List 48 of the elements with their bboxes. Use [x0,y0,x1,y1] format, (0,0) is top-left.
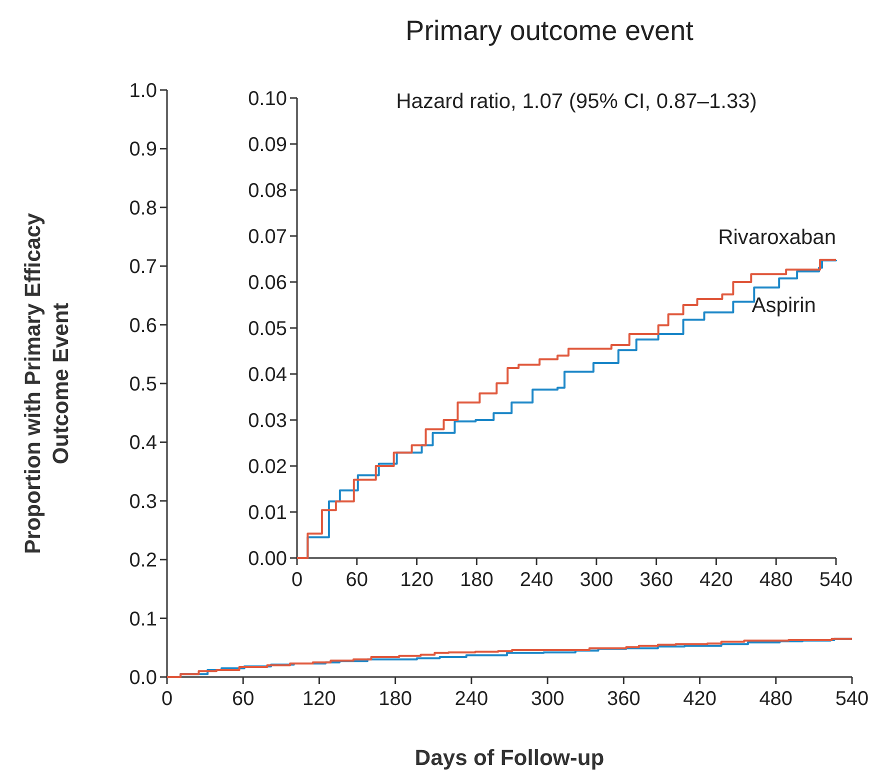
x-tick-label: 240 [520,569,554,591]
y-tick-label: 0.10 [248,88,287,110]
x-tick-label: 120 [302,688,336,710]
y-tick-label: 0.3 [129,490,157,513]
y-tick-label: 0.04 [248,364,287,386]
y-tick-label: 0.02 [248,456,287,478]
annotation: Hazard ratio, 1.07 (95% CI, 0.87–1.33) [396,90,757,113]
x-tick-label: 360 [640,569,674,591]
x-tick-label: 120 [400,569,434,591]
x-tick-label: 480 [759,569,793,591]
y-tick-label: 0.6 [129,314,157,337]
y-tick-label: 0.0 [129,667,157,689]
y-tick-label: 1.0 [129,80,157,102]
y-tick-label: 0.7 [129,256,157,278]
x-tick-label: 0 [161,688,173,710]
x-tick-label: 420 [700,569,733,591]
x-tick-label: 0 [291,569,303,591]
x-tick-label: 180 [378,688,412,710]
x-tick-label: 540 [819,569,853,591]
x-tick-label: 480 [759,688,793,710]
x-tick-label: 60 [232,688,254,710]
y-tick-label: 0.9 [129,138,157,161]
y-tick-label: 0.09 [248,134,287,156]
y-tick-label: 0.08 [248,180,287,202]
y-tick-label: 0.05 [248,318,287,340]
y-tick-label: 0.07 [248,226,287,248]
y-tick-label: 0.01 [248,502,287,524]
y-tick-label: 0.1 [129,608,157,630]
y-tick-label: 0.06 [248,272,287,294]
x-tick-label: 240 [454,688,488,710]
y-tick-label: 0.00 [248,548,287,570]
chart-title: Primary outcome event [406,15,694,46]
series-label: Aspirin [752,294,816,317]
y-tick-label: 0.03 [248,410,287,432]
x-tick-label: 300 [580,569,614,591]
series-label: Rivaroxaban [718,226,836,249]
x-tick-label: 420 [683,688,716,710]
x-axis-title: Days of Follow-up [414,745,604,770]
x-tick-label: 300 [530,688,564,710]
y-tick-label: 0.5 [129,374,157,396]
y-tick-label: 0.4 [129,432,157,454]
x-tick-label: 540 [835,688,869,710]
y-axis-title: Proportion with Primary Efficacy Outcome Event [20,212,73,554]
x-tick-label: 60 [346,569,368,591]
x-tick-label: 360 [606,688,640,710]
y-tick-label: 0.8 [129,197,157,220]
y-tick-label: 0.2 [129,550,157,572]
x-tick-label: 180 [460,569,494,591]
